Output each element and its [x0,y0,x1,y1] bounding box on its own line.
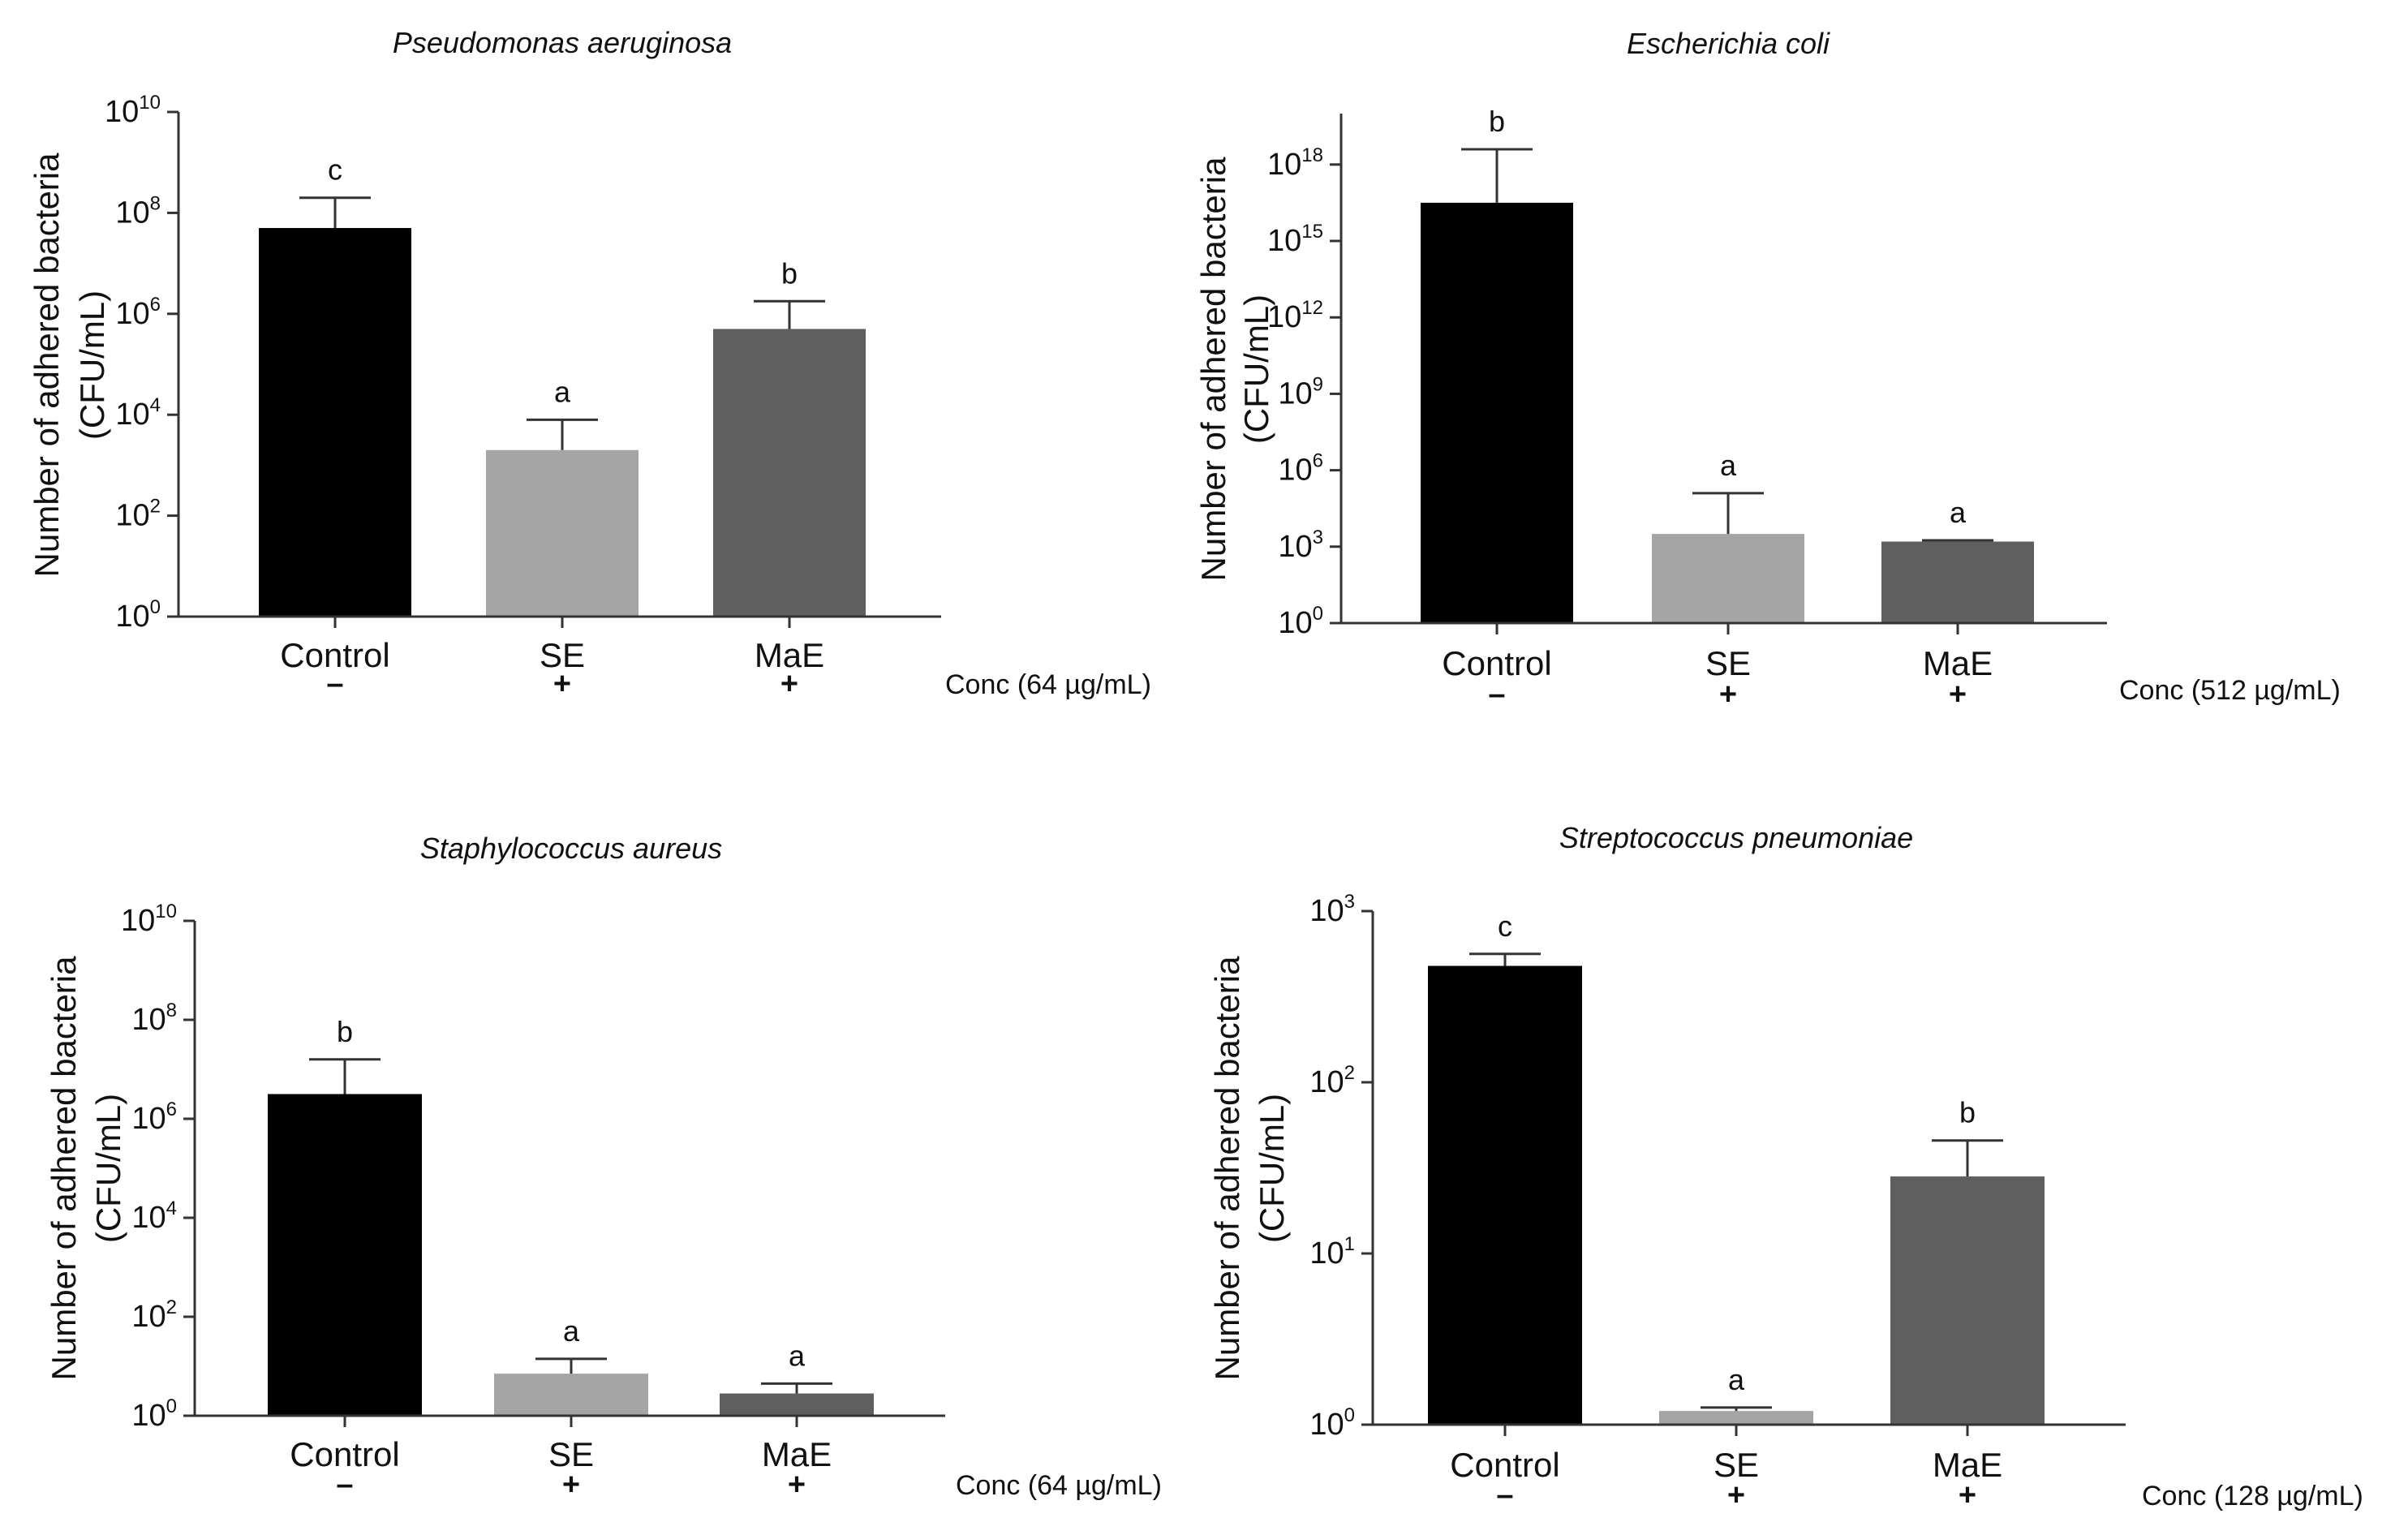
y-tick-label: 103 [1278,527,1323,564]
y-tick-label: 1018 [1267,144,1323,182]
y-tick-label: 106 [131,1099,177,1136]
bar-control [1428,965,1582,1425]
treatment-sign: + [553,667,571,701]
y-axis-unit-label: (CFU/mL) [89,1094,127,1243]
bar-se [494,1374,648,1416]
x-tick-label: MaE [1923,644,1993,682]
bar-se [486,449,639,617]
concentration-label: Conc (64 µg/mL) [956,1470,1162,1501]
significance-letter: c [1498,909,1512,943]
x-tick-label: SE [540,636,585,674]
y-tick-label: 109 [1278,373,1323,411]
y-tick-label: 106 [115,294,161,331]
y-tick-label: 102 [131,1296,177,1334]
significance-letter: b [1959,1096,1976,1129]
y-tick-label: 108 [115,192,161,230]
treatment-sign: + [1949,677,1967,712]
chart-title: Pseudomonas aeruginosa [393,26,732,59]
y-tick-label: 1010 [121,901,177,938]
x-tick-label: SE [1705,644,1751,682]
bar-control [259,228,411,617]
significance-letter: b [1489,105,1505,138]
significance-letter: a [1950,496,1967,529]
x-tick-label: MaE [755,636,824,674]
bar-mae [1890,1176,2045,1425]
significance-letter: c [328,153,342,187]
treatment-sign: – [336,1468,353,1502]
treatment-sign: + [562,1468,580,1502]
concentration-label: Conc (512 µg/mL) [2119,675,2341,706]
bar-control [268,1094,422,1416]
significance-letter: a [1728,1363,1745,1396]
treatment-sign: + [1727,1478,1745,1512]
treatment-sign: – [1496,1478,1513,1512]
y-tick-label: 1010 [105,92,161,129]
treatment-sign: + [780,667,798,701]
y-tick-label: 100 [131,1395,177,1433]
chart-panel-3: Staphylococcus aureus Number of adhered b… [45,832,1162,1502]
treatment-sign: + [788,1468,806,1502]
treatment-sign: + [1959,1478,1976,1512]
chart-title: Streptococcus pneumoniae [1559,821,1913,854]
significance-letter: b [337,1015,353,1048]
y-tick-label: 108 [131,1000,177,1037]
y-tick-label: 102 [115,496,161,533]
y-axis-label: Number of adhered bacteria [45,956,83,1381]
x-tick-label: SE [1714,1446,1759,1484]
chart-panel-4: Streptococcus pneumoniae Number of adhere… [1208,821,2363,1512]
y-tick-label: 102 [1309,1062,1355,1099]
y-tick-label: 104 [115,394,161,432]
chart-title: Escherichia coli [1627,27,1830,60]
y-axis-unit-label: (CFU/mL) [1253,1094,1291,1243]
significance-letter: a [1720,449,1737,482]
significance-letter: b [781,256,798,290]
y-axis-label: Number of adhered bacteria [1194,157,1232,582]
bar-se [1652,534,1804,623]
bar-mae [1881,541,2034,623]
x-tick-label: Control [290,1435,399,1473]
bar-control [1421,202,1573,623]
chart-title: Staphylococcus aureus [420,832,722,865]
y-axis-label: Number of adhered bacteria [28,153,66,578]
x-tick-label: Control [1450,1446,1559,1484]
treatment-sign: – [326,667,343,701]
bar-se [1659,1411,1813,1425]
significance-letter: a [554,375,571,408]
y-tick-label: 100 [1309,1404,1355,1442]
y-axis-label: Number of adhered bacteria [1208,956,1246,1381]
y-tick-label: 101 [1309,1233,1355,1271]
concentration-label: Conc (64 µg/mL) [945,669,1151,700]
x-tick-label: Control [1442,644,1551,682]
chart-panel-2: Escherichia coli Number of adhered bacter… [1194,27,2341,712]
y-tick-label: 103 [1309,891,1355,928]
bar-mae [720,1393,874,1416]
x-tick-label: SE [548,1435,594,1473]
y-tick-label: 100 [1278,603,1323,640]
x-tick-label: MaE [762,1435,832,1473]
y-tick-label: 104 [131,1197,177,1235]
y-tick-label: 100 [115,596,161,634]
bar-mae [713,329,866,617]
y-axis-unit-label: (CFU/mL) [1237,295,1275,444]
y-axis-unit-label: (CFU/mL) [73,290,111,440]
treatment-sign: – [1488,677,1505,712]
significance-letter: a [563,1314,580,1348]
y-tick-label: 106 [1278,450,1323,488]
y-tick-label: 1015 [1267,221,1323,258]
concentration-label: Conc (128 µg/mL) [2142,1481,2363,1511]
significance-letter: a [789,1339,806,1372]
chart-panel-1: Pseudomonas aeruginosa Number of adhered … [28,26,1151,701]
x-tick-label: MaE [1933,1446,2002,1484]
y-tick-label: 1012 [1267,297,1323,334]
x-tick-label: Control [280,636,389,674]
treatment-sign: + [1719,677,1737,712]
